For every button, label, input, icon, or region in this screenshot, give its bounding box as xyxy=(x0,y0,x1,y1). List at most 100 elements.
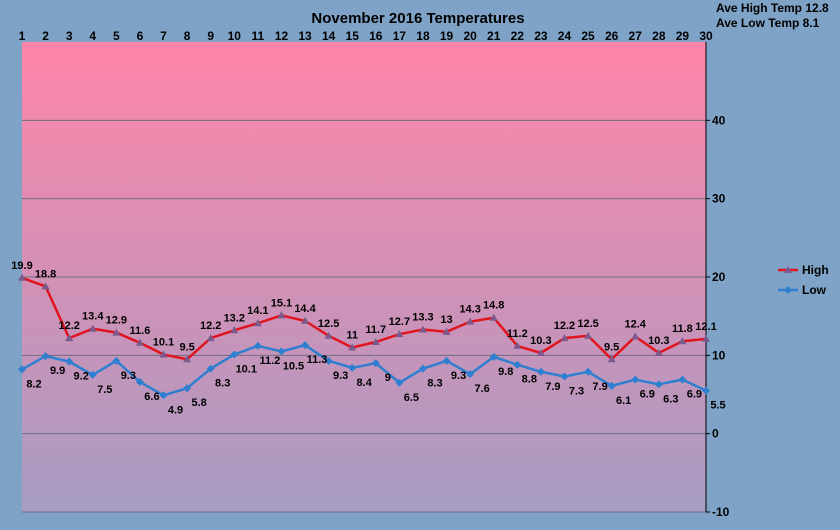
legend-marker-low xyxy=(784,286,792,294)
low-point xyxy=(466,370,475,379)
high-data-label: 15.1 xyxy=(271,297,292,309)
x-tick-label: 11 xyxy=(252,29,265,43)
low-point xyxy=(678,375,687,384)
low-point xyxy=(18,365,26,374)
x-tick-label: 12 xyxy=(275,29,289,43)
low-point xyxy=(277,347,286,356)
low-data-label: 11.2 xyxy=(259,355,280,367)
low-data-label: 8.3 xyxy=(215,378,230,390)
series-line-low xyxy=(21,343,707,397)
high-point xyxy=(206,334,215,342)
low-data-label: 8.8 xyxy=(522,374,537,386)
high-point xyxy=(41,282,50,290)
low-data-label: 10.1 xyxy=(236,364,257,376)
x-tick-label: 13 xyxy=(298,29,312,43)
high-data-label: 12.7 xyxy=(389,316,410,328)
high-data-label: 12.2 xyxy=(58,320,79,332)
high-point xyxy=(466,317,475,325)
high-data-label: 9.5 xyxy=(604,341,619,353)
low-point xyxy=(395,378,404,387)
low-point xyxy=(513,360,522,369)
high-data-label: 14.3 xyxy=(459,304,480,316)
x-tick-label: 28 xyxy=(652,29,666,43)
high-point xyxy=(584,331,593,339)
low-data-label: 7.3 xyxy=(569,385,584,397)
high-data-label: 12.5 xyxy=(577,318,598,330)
x-tick-label: 22 xyxy=(511,29,525,43)
low-data-label: 7.9 xyxy=(592,381,607,393)
high-point xyxy=(230,326,239,334)
low-point xyxy=(631,375,640,384)
high-data-label: 13.4 xyxy=(82,311,104,323)
low-data-label: 9.3 xyxy=(333,370,348,382)
legend: High Low xyxy=(778,263,829,297)
high-point xyxy=(560,334,569,342)
x-axis-ticks: 1 2 3 4 5 6 7 8 9 10 11 12 13 14 15 16 17 18 19 20 21 22 23 24 2… xyxy=(19,29,713,43)
x-tick-label: 20 xyxy=(463,29,477,43)
high-point xyxy=(654,348,663,356)
high-data-label: 14.8 xyxy=(483,300,504,312)
legend-label-high: High xyxy=(802,263,829,277)
x-tick-label: 8 xyxy=(184,29,191,43)
x-tick-label: 17 xyxy=(393,29,407,43)
low-point xyxy=(607,381,616,390)
low-point xyxy=(560,372,569,381)
x-tick-label: 25 xyxy=(581,29,595,43)
low-point xyxy=(418,364,427,373)
high-data-label: 12.4 xyxy=(625,319,647,331)
stat-ave-high: Ave High Temp 12.8 xyxy=(716,1,829,15)
high-data-label: 12.2 xyxy=(200,320,221,332)
low-point xyxy=(253,341,262,350)
low-data-label: 8.4 xyxy=(357,377,373,389)
high-data-label: 13.3 xyxy=(412,311,433,323)
high-data-label: 11.2 xyxy=(507,328,528,340)
x-tick-label: 16 xyxy=(369,29,383,43)
x-tick-label: 15 xyxy=(346,29,360,43)
x-tick-label: 30 xyxy=(699,29,713,43)
legend-marker-high xyxy=(784,266,792,273)
high-point xyxy=(442,327,451,335)
x-tick-label: 29 xyxy=(676,29,690,43)
high-point xyxy=(301,316,310,324)
series-line-high xyxy=(21,276,707,361)
high-point xyxy=(348,343,357,351)
x-tick-label: 3 xyxy=(66,29,73,43)
high-point xyxy=(253,319,262,327)
high-point xyxy=(536,348,545,356)
low-point xyxy=(41,352,50,361)
high-point xyxy=(489,313,498,321)
x-tick-label: 27 xyxy=(629,29,643,43)
low-data-label: 6.9 xyxy=(687,389,702,401)
high-data-label: 11.8 xyxy=(672,323,693,335)
x-tick-label: 7 xyxy=(160,29,167,43)
high-point xyxy=(159,350,168,358)
low-point xyxy=(536,367,545,376)
data-labels: 19.918.812.213.4 12.911.610.1 9.512.213.21… xyxy=(11,260,725,417)
low-data-label: 6.6 xyxy=(144,391,159,403)
high-data-label: 9.5 xyxy=(179,341,194,353)
low-point xyxy=(348,363,357,372)
x-tick-label: 19 xyxy=(440,29,454,43)
low-point xyxy=(206,364,215,373)
low-data-label: 8.2 xyxy=(26,378,41,390)
high-point xyxy=(631,332,640,340)
high-point xyxy=(18,273,26,281)
high-point xyxy=(324,331,333,339)
high-data-label: 12.9 xyxy=(106,315,127,327)
x-tick-label: 26 xyxy=(605,29,619,43)
high-data-label: 14.4 xyxy=(294,303,316,315)
x-tick-label: 9 xyxy=(207,29,214,43)
high-data-label: 11.6 xyxy=(130,325,151,337)
y-tick-label: 0 xyxy=(712,427,719,441)
high-data-label: 12.1 xyxy=(695,321,716,333)
high-point xyxy=(112,328,121,336)
x-tick-label: 18 xyxy=(416,29,430,43)
high-point xyxy=(702,334,710,342)
high-data-label: 11 xyxy=(346,330,358,342)
y-tick-label: 10 xyxy=(712,348,726,362)
low-point xyxy=(489,352,498,361)
high-data-label: 14.1 xyxy=(247,305,268,317)
high-point xyxy=(513,341,522,349)
high-data-label: 12.2 xyxy=(554,320,575,332)
